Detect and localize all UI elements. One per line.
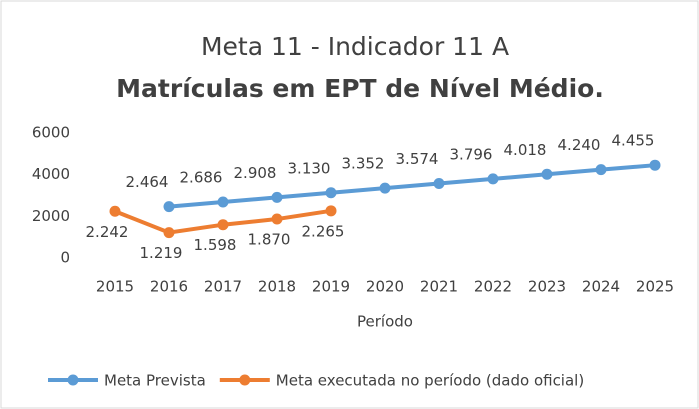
- data-point: [163, 227, 175, 239]
- data-label: 4.240: [558, 136, 601, 154]
- data-label: 3.796: [450, 145, 493, 163]
- x-tick-label: 2019: [312, 278, 350, 296]
- x-tick-label: 2018: [258, 278, 296, 296]
- data-label: 2.464: [126, 173, 169, 191]
- x-tick-label: 2020: [366, 278, 404, 296]
- data-label: 4.455: [612, 132, 655, 150]
- data-point: [541, 168, 553, 180]
- data-point: [487, 173, 499, 185]
- data-point: [379, 182, 391, 194]
- data-point: [325, 187, 337, 199]
- data-label: 3.130: [288, 159, 331, 177]
- x-axis-label: Período: [357, 313, 413, 331]
- data-point: [163, 201, 175, 213]
- y-tick-label: 0: [60, 249, 70, 267]
- series-line: [168, 163, 656, 209]
- legend-label: Meta Prevista: [104, 372, 206, 390]
- data-point: [271, 191, 283, 203]
- chart-title: Meta 11 - Indicador 11 A: [201, 32, 509, 61]
- legend-label: Meta executada no período (dado oficial): [276, 372, 584, 390]
- data-point: [271, 213, 283, 225]
- y-tick-label: 4000: [32, 165, 70, 183]
- data-point: [649, 159, 661, 171]
- data-label: 2.242: [86, 223, 129, 241]
- x-tick-label: 2024: [582, 278, 620, 296]
- data-label: 1.870: [248, 231, 291, 249]
- x-tick-label: 2016: [150, 278, 188, 296]
- y-tick-label: 2000: [32, 207, 70, 225]
- x-tick-label: 2021: [420, 278, 458, 296]
- data-point: [217, 219, 229, 231]
- data-label: 1.219: [140, 244, 183, 262]
- x-tick-label: 2017: [204, 278, 242, 296]
- data-point: [595, 164, 607, 176]
- data-label: 2.908: [234, 164, 277, 182]
- x-tick-label: 2025: [636, 278, 674, 296]
- data-label: 2.265: [302, 222, 345, 240]
- data-point: [433, 178, 445, 190]
- x-tick-label: 2015: [96, 278, 134, 296]
- data-label: 1.598: [194, 236, 237, 254]
- y-tick-label: 6000: [32, 124, 70, 142]
- chart-subtitle: Matrículas em EPT de Nível Médio.: [116, 74, 604, 103]
- data-label: 3.352: [342, 155, 385, 173]
- x-tick-label: 2022: [474, 278, 512, 296]
- data-label: 4.018: [504, 141, 547, 159]
- x-tick-label: 2023: [528, 278, 566, 296]
- data-point: [325, 205, 337, 217]
- legend-marker: [239, 374, 251, 386]
- data-label: 3.574: [396, 150, 439, 168]
- data-point: [217, 196, 229, 208]
- legend-marker: [67, 374, 79, 386]
- data-label: 2.686: [180, 169, 223, 187]
- data-point: [109, 205, 121, 217]
